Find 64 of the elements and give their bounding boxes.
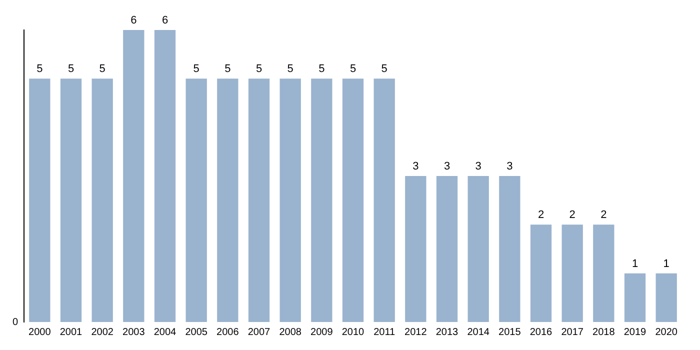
data-label: 3 bbox=[506, 160, 513, 173]
x-tick-label: 2002 bbox=[91, 326, 114, 338]
data-label: 2 bbox=[600, 209, 607, 222]
data-label: 5 bbox=[256, 63, 262, 76]
bar bbox=[92, 78, 113, 322]
x-tick-label: 2017 bbox=[561, 326, 584, 338]
bar bbox=[217, 78, 238, 322]
data-label: 5 bbox=[36, 63, 43, 76]
data-label: 5 bbox=[99, 63, 106, 76]
text: 0 bbox=[12, 316, 18, 328]
x-tick-label: 2005 bbox=[185, 326, 208, 338]
x-tick-label: 2000 bbox=[28, 326, 52, 338]
data-label: 5 bbox=[318, 63, 325, 76]
x-tick-label: 2018 bbox=[592, 326, 616, 338]
x-tick-label: 2003 bbox=[122, 326, 146, 338]
bar bbox=[123, 30, 144, 322]
bar bbox=[436, 176, 458, 322]
x-tick-label: 2001 bbox=[60, 326, 83, 338]
bar bbox=[186, 78, 207, 322]
bar bbox=[624, 273, 646, 322]
x-tick-label: 2007 bbox=[248, 326, 271, 338]
x-tick-label: 2015 bbox=[498, 326, 522, 338]
data-label: 5 bbox=[193, 63, 200, 76]
bar bbox=[248, 78, 270, 322]
x-tick-label: 2020 bbox=[655, 326, 678, 338]
x-tick-label: 2009 bbox=[310, 326, 334, 338]
x-tick-label: 2008 bbox=[279, 326, 302, 338]
x-tick-label: 2011 bbox=[374, 326, 396, 338]
bar bbox=[468, 176, 489, 322]
bar bbox=[499, 176, 520, 322]
data-label: 6 bbox=[162, 14, 168, 27]
x-tick-label: 2016 bbox=[530, 326, 553, 338]
data-label: 3 bbox=[475, 160, 482, 173]
x-tick-label: 2004 bbox=[154, 326, 177, 338]
data-label: 5 bbox=[350, 63, 356, 76]
data-label: 1 bbox=[663, 258, 670, 270]
x-tick-label: 2019 bbox=[624, 326, 647, 338]
bar bbox=[342, 78, 364, 322]
data-label: 1 bbox=[632, 258, 638, 270]
data-label: 2 bbox=[569, 209, 576, 222]
x-tick-label: 2010 bbox=[342, 326, 365, 338]
bar bbox=[60, 78, 82, 322]
bar bbox=[154, 30, 176, 322]
data-label: 3 bbox=[412, 160, 419, 173]
bar bbox=[656, 273, 677, 322]
data-label: 5 bbox=[68, 63, 74, 76]
data-label: 5 bbox=[224, 63, 231, 76]
x-tick-label: 2014 bbox=[467, 326, 490, 338]
data-label: 5 bbox=[287, 63, 294, 76]
data-label: 3 bbox=[444, 160, 450, 173]
bar bbox=[562, 224, 583, 322]
x-tick-label: 2006 bbox=[216, 326, 240, 338]
x-tick-label: 2012 bbox=[404, 326, 428, 338]
bar bbox=[29, 78, 50, 322]
data-label: 5 bbox=[381, 63, 388, 76]
x-tick-label: 2013 bbox=[436, 326, 459, 338]
data-label: 6 bbox=[130, 14, 137, 27]
data-label: 2 bbox=[538, 209, 544, 222]
bar bbox=[280, 78, 301, 322]
bar bbox=[530, 224, 552, 322]
bar bbox=[405, 176, 426, 322]
bar bbox=[374, 78, 395, 322]
bar bbox=[311, 78, 332, 322]
bar bbox=[593, 224, 614, 322]
